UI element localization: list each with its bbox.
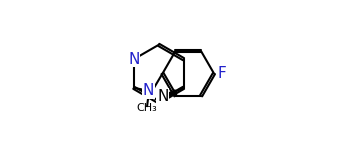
- Text: N: N: [128, 52, 140, 67]
- Text: F: F: [218, 66, 226, 81]
- Text: N: N: [157, 89, 168, 104]
- Text: N: N: [143, 83, 154, 98]
- Text: CH₃: CH₃: [137, 103, 157, 113]
